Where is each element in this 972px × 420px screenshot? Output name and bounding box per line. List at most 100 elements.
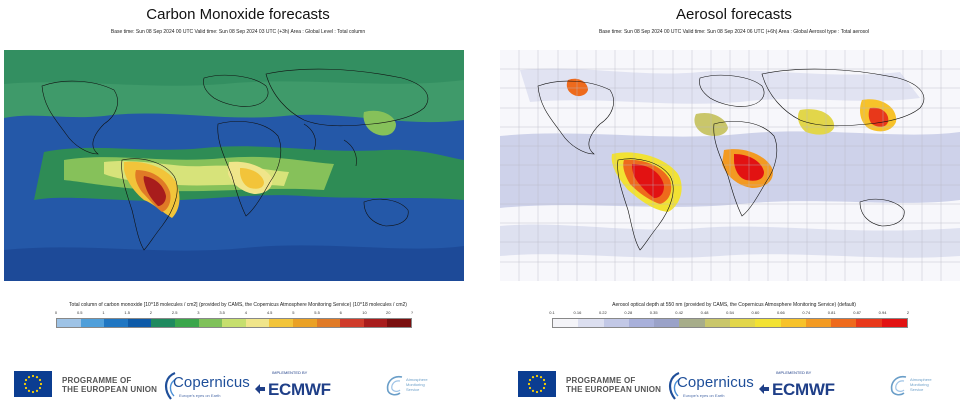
colorbar-cell bbox=[269, 319, 293, 327]
colorbar-cell bbox=[805, 319, 832, 327]
colorbar-cell bbox=[363, 319, 388, 327]
colorbar-cell bbox=[387, 319, 411, 327]
colorbar-cell bbox=[755, 319, 781, 327]
aerosol-forecast-panel: Aerosol forecasts Base time: Sun 08 Sep … bbox=[496, 0, 972, 420]
eu-line2: THE EUROPEAN UNION bbox=[566, 385, 662, 394]
colorbar-cell bbox=[245, 319, 270, 327]
colorbar-cell bbox=[578, 319, 604, 327]
atmosphere-line3: Service bbox=[910, 387, 924, 392]
legend-tick-label: 0.54 bbox=[726, 310, 734, 315]
ecmwf-logo: IMPLEMENTED BY ECMWF bbox=[255, 370, 360, 402]
legend-tick-label: 0.42 bbox=[675, 310, 684, 315]
colorbar-cell bbox=[151, 319, 175, 327]
colorbar-cell bbox=[292, 319, 317, 327]
atmosphere-line1: Atmosphere bbox=[406, 377, 428, 382]
colorbar-cell bbox=[80, 319, 105, 327]
atmosphere-swirl-icon bbox=[386, 375, 403, 396]
ecmwf-arrow-icon bbox=[759, 384, 769, 394]
aerosol-subtitle: Base time: Sun 08 Sep 2024 00 UTC Valid … bbox=[598, 29, 870, 35]
legend-tick-label: 5 bbox=[292, 310, 295, 315]
colorbar-cell bbox=[127, 319, 152, 327]
colorbar-cell bbox=[704, 319, 730, 327]
colorbar-cell bbox=[222, 319, 246, 327]
co-forecast-panel: Carbon Monoxide forecasts Base time: Sun… bbox=[0, 0, 476, 420]
legend-tick-label: 0.1 bbox=[549, 310, 555, 315]
colorbar-cell bbox=[679, 319, 705, 327]
legend-tick-label: 1.5 bbox=[124, 310, 130, 315]
eu-flag-icon bbox=[518, 371, 556, 397]
colorbar-cell bbox=[831, 319, 857, 327]
legend-tick-label: 0 bbox=[54, 310, 58, 315]
eu-line1: PROGRAMME OF bbox=[62, 376, 132, 385]
legend-tick-label: 1 bbox=[102, 310, 105, 315]
colorbar-cell bbox=[553, 319, 579, 327]
legend-tick-label: 10 bbox=[362, 310, 367, 315]
eu-line1: PROGRAMME OF bbox=[566, 376, 636, 385]
copernicus-wordmark: Copernicus bbox=[173, 374, 250, 391]
copernicus-tagline: Europe's eyes on Earth bbox=[683, 393, 725, 398]
aerosol-colorbar bbox=[552, 318, 908, 328]
legend-tick-label: 0.94 bbox=[878, 310, 887, 315]
atmosphere-service-logo: Atmosphere Monitoring Service bbox=[888, 371, 968, 401]
legend-tick-label: 0.87 bbox=[853, 310, 862, 315]
atmosphere-line2: Monitoring bbox=[406, 382, 425, 387]
ecmwf-arrow-icon bbox=[255, 384, 265, 394]
legend-tick-label: 2 bbox=[906, 310, 910, 315]
ecmwf-wordmark: ECMWF bbox=[268, 380, 331, 399]
legend-tick-label: 0.28 bbox=[624, 310, 633, 315]
legend-tick-label: 2.5 bbox=[171, 310, 178, 315]
logo-strip-left: PROGRAMME OF THE EUROPEAN UNION Copernic… bbox=[14, 365, 474, 405]
copernicus-logo: Copernicus Europe's eyes on Earth bbox=[161, 369, 250, 403]
legend-tick-label: 0.35 bbox=[649, 310, 658, 315]
legend-tick-label: 2 bbox=[149, 310, 153, 315]
ecmwf-logo: IMPLEMENTED BY ECMWF bbox=[759, 370, 864, 402]
legend-tick-label: 0.66 bbox=[776, 310, 785, 315]
colorbar-cell bbox=[780, 319, 806, 327]
legend-tick-label: 0.16 bbox=[573, 310, 582, 315]
legend-tick-label: 4.5 bbox=[266, 310, 273, 315]
copernicus-swoosh-icon bbox=[165, 371, 177, 400]
eu-programme-text: PROGRAMME OF THE EUROPEAN UNION bbox=[566, 376, 661, 394]
co-title: Carbon Monoxide forecasts bbox=[146, 6, 330, 23]
colorbar-cell bbox=[856, 319, 882, 327]
copernicus-wordmark: Copernicus bbox=[677, 374, 754, 391]
co-legend-ticks: 0 0.5 1 1.5 2 2.5 3 3.5 4 4.5 5 5.5 6 10 20? bbox=[54, 310, 413, 317]
atmosphere-line1: Atmosphere bbox=[910, 377, 932, 382]
atmosphere-swirl-icon bbox=[890, 375, 907, 396]
copernicus-logo: Copernicus Europe's eyes on Earth bbox=[665, 369, 754, 403]
atmosphere-service-text: Atmosphere Monitoring Service bbox=[406, 377, 428, 392]
implemented-by-label: IMPLEMENTED BY bbox=[272, 370, 308, 375]
co-map bbox=[4, 50, 464, 281]
colorbar-cell bbox=[104, 319, 128, 327]
aerosol-legend-caption: Aerosol optical depth at 550 nm (provide… bbox=[612, 302, 856, 308]
colorbar-cell bbox=[729, 319, 756, 327]
legend-tick-label: 0.48 bbox=[700, 310, 709, 315]
legend-tick-label: 4 bbox=[244, 310, 247, 315]
colorbar-cell bbox=[340, 319, 364, 327]
legend-tick-label: 5.5 bbox=[314, 310, 320, 315]
legend-tick-label: 0.74 bbox=[802, 310, 811, 315]
atmosphere-service-text: Atmosphere Monitoring Service bbox=[910, 377, 932, 392]
legend-tick-label: 6 bbox=[339, 310, 342, 315]
legend-tick-label: 0.22 bbox=[598, 310, 607, 315]
copernicus-tagline: Europe's eyes on Earth bbox=[179, 393, 221, 398]
atmosphere-line2: Monitoring bbox=[910, 382, 929, 387]
legend-tick-label: 3 bbox=[197, 310, 200, 315]
co-subtitle: Base time: Sun 08 Sep 2024 00 UTC Valid … bbox=[110, 29, 366, 35]
aerosol-map bbox=[500, 50, 960, 281]
aerosol-title: Aerosol forecasts bbox=[676, 6, 792, 23]
colorbar-cell bbox=[603, 319, 629, 327]
atmosphere-line3: Service bbox=[406, 387, 420, 392]
colorbar-cell bbox=[174, 319, 199, 327]
implemented-by-label: IMPLEMENTED BY bbox=[776, 370, 812, 375]
colorbar-cell bbox=[198, 319, 223, 327]
colorbar-cell bbox=[57, 319, 81, 327]
aerosol-legend-ticks: 0.1 0.16 0.22 0.28 0.35 0.42 0.48 0.54 0.60 0.66 0… bbox=[549, 310, 910, 317]
legend-tick-label: 0.60 bbox=[751, 310, 760, 315]
eu-programme-text: PROGRAMME OF THE EUROPEAN UNION bbox=[62, 376, 157, 394]
atmosphere-service-logo: Atmosphere Monitoring Service bbox=[384, 371, 464, 401]
co-legend-caption: Total column of carbon monoxide [10^18 m… bbox=[69, 302, 407, 308]
legend-tick-label: 3.5 bbox=[219, 310, 225, 315]
colorbar-cell bbox=[316, 319, 341, 327]
legend-tick-label: 0.81 bbox=[827, 310, 836, 315]
